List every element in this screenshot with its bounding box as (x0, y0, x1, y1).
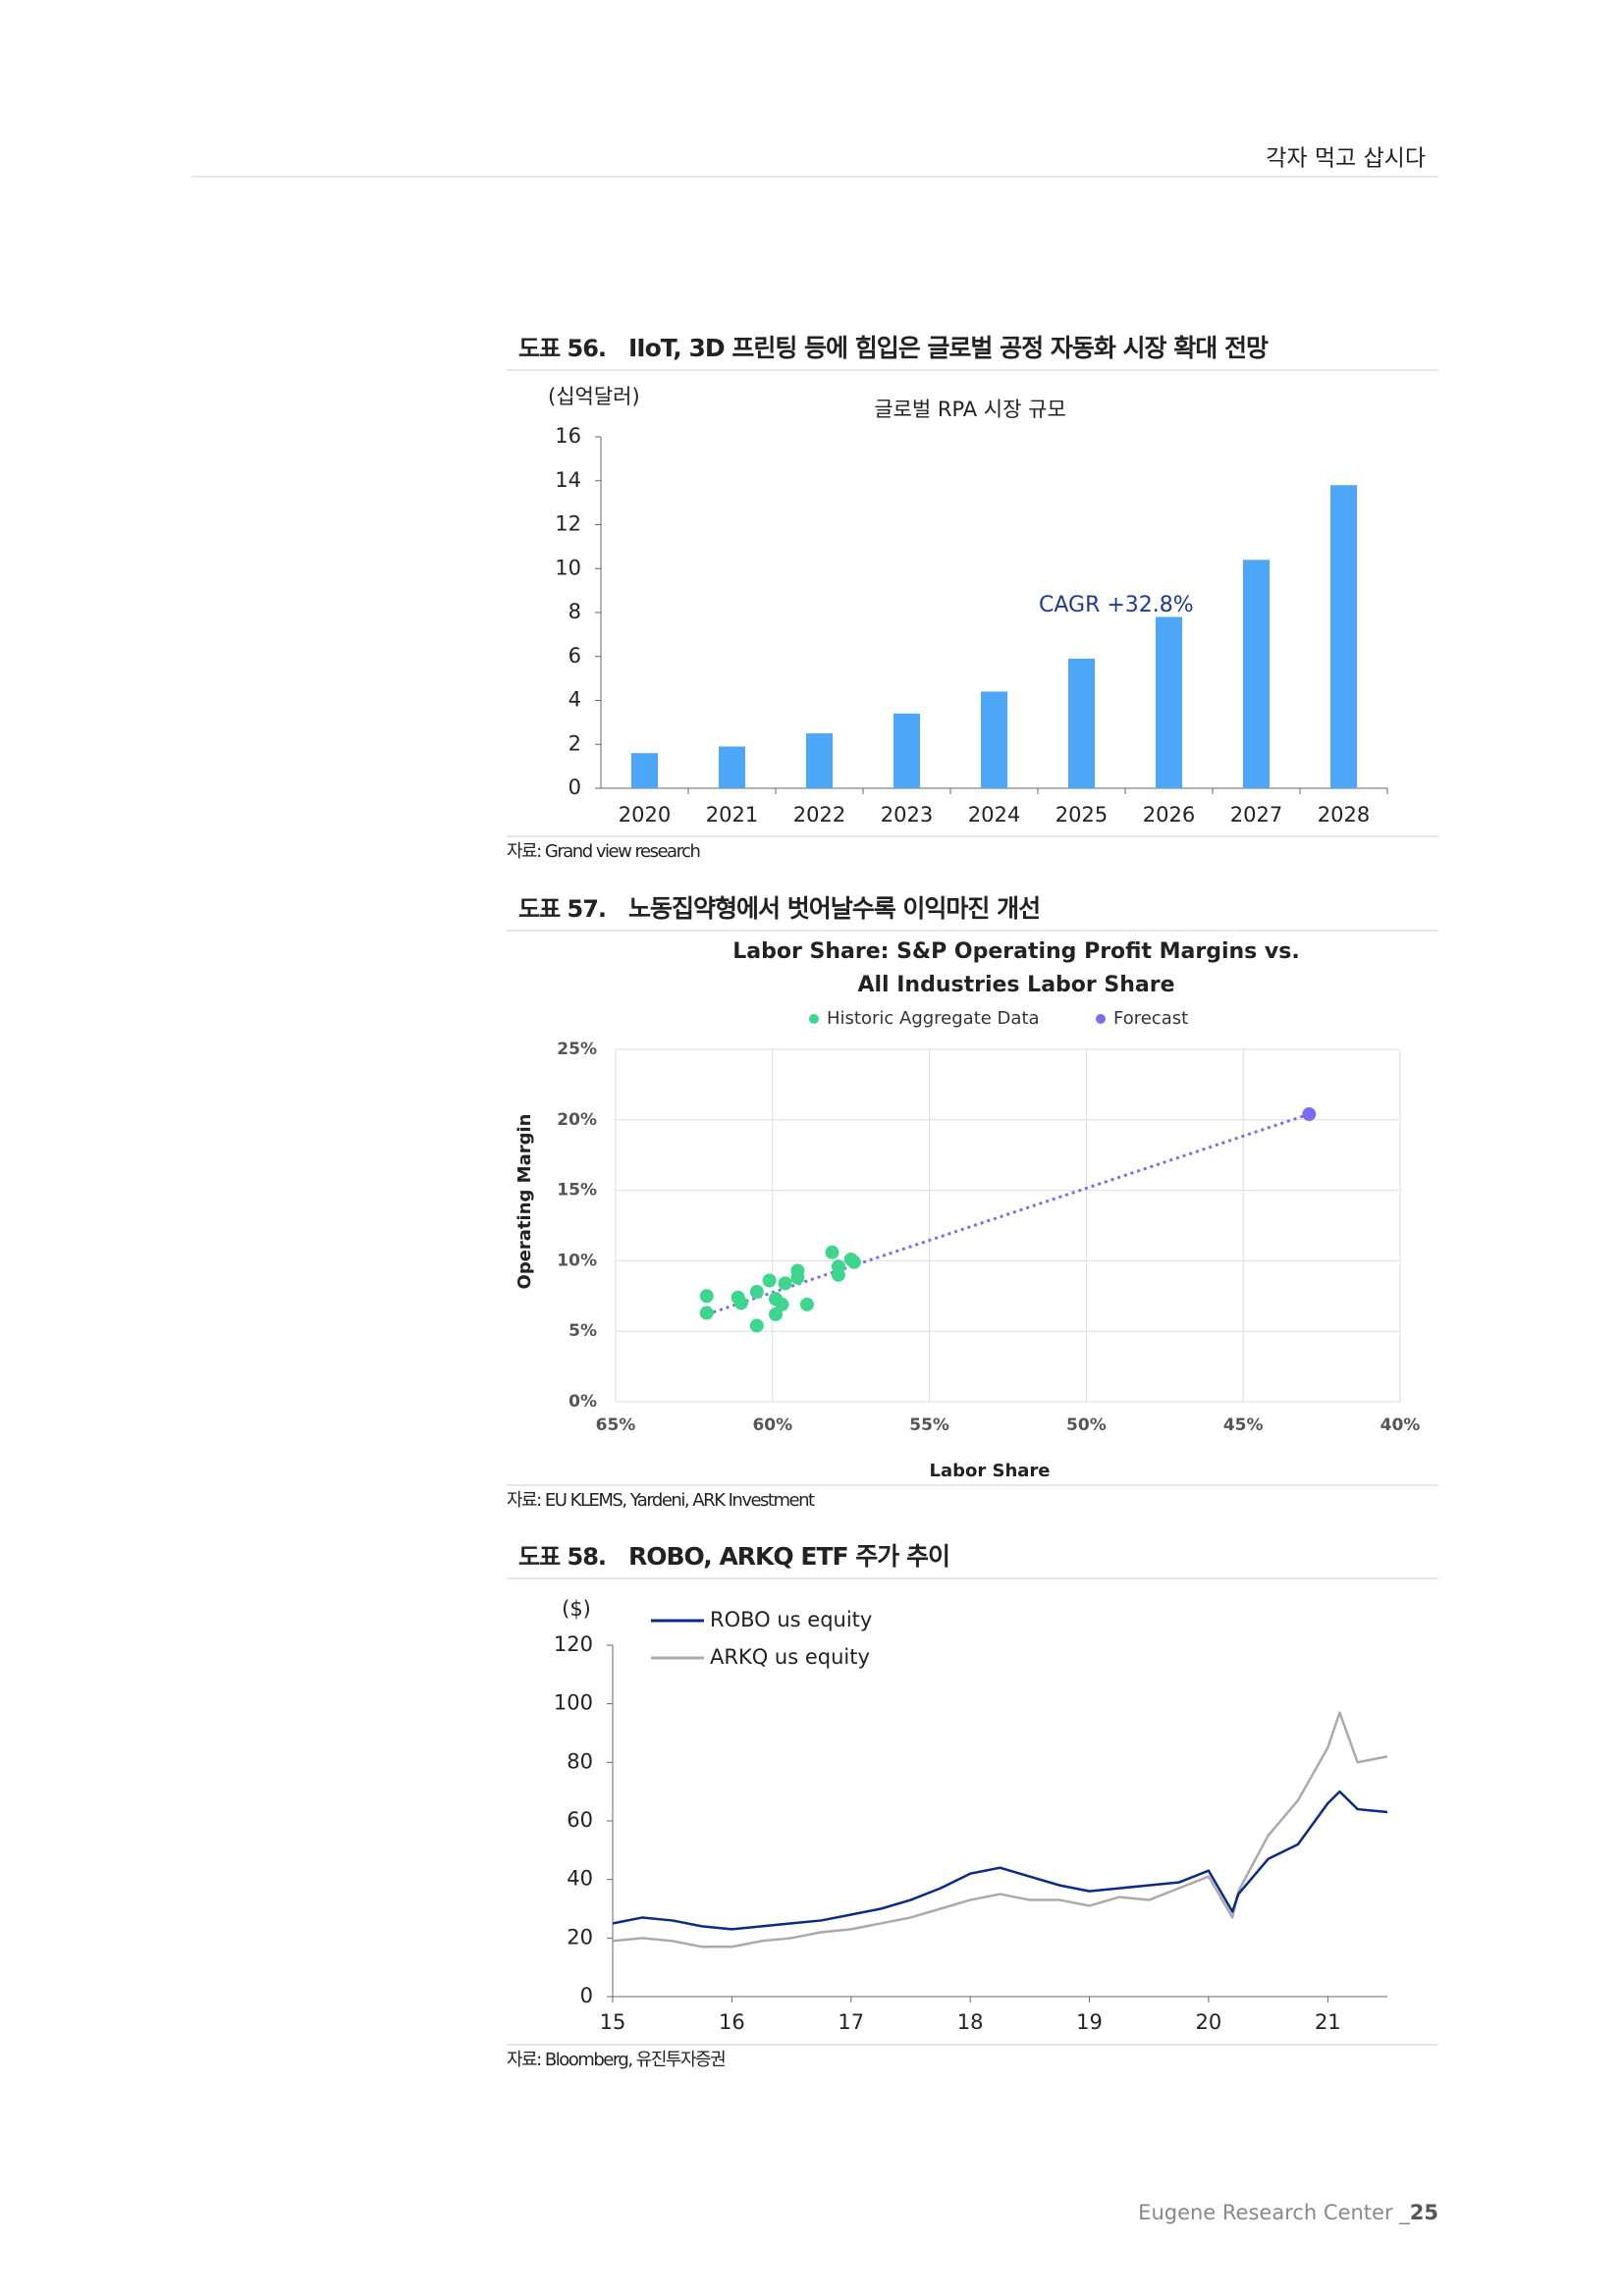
y-tick-label: 20% (557, 1110, 597, 1130)
legend-label: ARKQ us equity (710, 1645, 870, 1669)
trend-line (706, 1112, 1310, 1316)
figure-number: 도표 56. (518, 335, 606, 362)
x-tick-label: 60% (752, 1415, 792, 1435)
data-point (1302, 1107, 1317, 1122)
y-tick-label: 0% (568, 1392, 597, 1412)
bar (1330, 485, 1357, 788)
data-point (778, 1276, 792, 1291)
data-point (762, 1273, 777, 1288)
y-tick-label: 120 (554, 1632, 593, 1656)
y-tick-label: 25% (557, 1040, 597, 1059)
legend-marker (1096, 1014, 1106, 1024)
figure-caption: ROBO, ARKQ ETF 주가 추이 (628, 1542, 949, 1571)
header-title: 각자 먹고 삽시다 (1266, 146, 1426, 172)
y-tick-label: 5% (568, 1321, 597, 1341)
source: 자료: Bloomberg, 유진투자증권 (507, 2050, 725, 2070)
x-tick-label: 17 (838, 2010, 864, 2034)
bar (631, 753, 658, 788)
bar (719, 746, 745, 788)
y-tick-label: 8 (568, 600, 581, 623)
data-point (799, 1297, 814, 1311)
y-axis-label: Operating Margin (514, 1114, 535, 1290)
bar (1243, 560, 1270, 788)
footer-text: Eugene Research Center _ (1138, 2201, 1410, 2225)
bar (893, 713, 920, 788)
x-tick-label: 2026 (1143, 803, 1195, 827)
x-tick-label: 45% (1223, 1415, 1264, 1435)
x-tick-label: 2024 (968, 803, 1020, 827)
x-tick-label: 21 (1315, 2010, 1341, 2034)
data-point (775, 1297, 789, 1311)
y-tick-label: 4 (568, 688, 581, 712)
source: 자료: EU KLEMS, Yardeni, ARK Investment (507, 1490, 815, 1511)
source: 자료: Grand view research (507, 841, 699, 862)
y-tick-label: 0 (568, 775, 581, 799)
page-number: 25 (1410, 2201, 1438, 2224)
y-tick-label: 60 (567, 1808, 593, 1832)
line (612, 1711, 1388, 1949)
y-tick-label: 6 (568, 644, 581, 667)
y-tick-label: 16 (555, 424, 581, 448)
x-tick-label: 2020 (619, 803, 671, 827)
y-tick-label: 14 (555, 468, 581, 492)
y-tick-label: 10% (557, 1251, 597, 1270)
bar (806, 733, 833, 788)
legend-label: Forecast (1113, 1008, 1188, 1029)
data-point (699, 1289, 714, 1304)
bar (1068, 658, 1095, 788)
figure-caption: 노동집약형에서 벗어날수록 이익마진 개선 (628, 894, 1040, 923)
bar (1156, 616, 1182, 788)
y-tick-label: 10 (555, 556, 581, 579)
x-tick-label: 40% (1380, 1415, 1421, 1435)
data-point (768, 1307, 783, 1321)
data-point (733, 1296, 748, 1310)
data-point (699, 1306, 714, 1320)
footer: Eugene Research Center _25 (1138, 2201, 1438, 2225)
data-point (790, 1263, 805, 1278)
data-point (846, 1255, 861, 1269)
x-tick-label: 15 (600, 2010, 626, 2034)
x-tick-label: 55% (909, 1415, 949, 1435)
y-tick-label: 2 (568, 731, 581, 755)
y-tick-label: 100 (554, 1691, 593, 1715)
x-tick-label: 16 (719, 2010, 745, 2034)
chart-title: 글로벌 RPA 시장 규모 (874, 398, 1066, 421)
x-tick-label: 65% (596, 1415, 636, 1435)
x-tick-label: 19 (1076, 2010, 1103, 2034)
x-tick-label: 2027 (1230, 803, 1282, 827)
y-axis-unit: ($) (562, 1597, 591, 1621)
chart-title: Labor Share: S&P Operating Profit Margin… (732, 939, 1299, 964)
figure-caption: IIoT, 3D 프린팅 등에 힘입은 글로벌 공정 자동화 시장 확대 전망 (628, 334, 1269, 362)
y-tick-label: 0 (580, 1984, 593, 2007)
legend-marker (809, 1014, 819, 1024)
data-point (749, 1284, 764, 1299)
x-tick-label: 2028 (1318, 803, 1370, 827)
line (612, 1789, 1388, 1931)
y-axis-unit: (십억달러) (548, 385, 640, 408)
x-tick-label: 2023 (881, 803, 933, 827)
y-tick-label: 40 (567, 1867, 593, 1891)
bar (981, 691, 1007, 788)
y-tick-label: 12 (555, 512, 581, 536)
legend-label: ROBO us equity (710, 1608, 872, 1631)
x-tick-label: 2025 (1056, 803, 1108, 827)
x-tick-label: 18 (957, 2010, 984, 2034)
x-tick-label: 2021 (706, 803, 758, 827)
data-point (749, 1318, 764, 1333)
annotation: CAGR +32.8% (1039, 593, 1194, 617)
y-tick-label: 80 (567, 1749, 593, 1773)
y-tick-label: 20 (567, 1925, 593, 1949)
x-tick-label: 2022 (793, 803, 845, 827)
x-tick-label: 20 (1196, 2010, 1222, 2034)
figure-number: 도표 57. (518, 895, 606, 923)
y-tick-label: 15% (557, 1181, 597, 1201)
data-point (831, 1259, 845, 1274)
legend-label: Historic Aggregate Data (827, 1008, 1040, 1029)
figure-number: 도표 58. (518, 1543, 606, 1571)
data-point (825, 1245, 839, 1259)
x-axis-label: Labor Share (929, 1461, 1050, 1481)
x-tick-label: 50% (1066, 1415, 1107, 1435)
chart-title: All Industries Labor Share (857, 973, 1174, 997)
